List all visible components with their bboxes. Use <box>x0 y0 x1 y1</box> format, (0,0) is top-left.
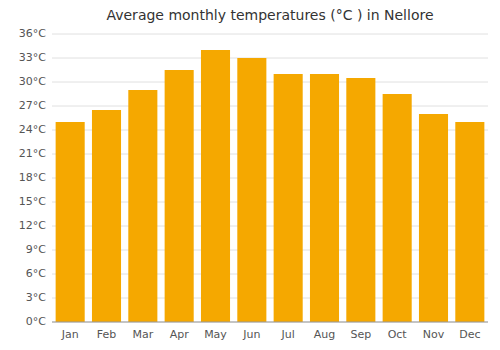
x-tick-label: May <box>204 328 227 341</box>
bar <box>56 122 85 322</box>
y-tick-label: 33°C <box>19 51 46 64</box>
x-tick-label: Sep <box>350 328 371 341</box>
bar <box>274 74 303 322</box>
y-tick-label: 30°C <box>19 75 46 88</box>
x-tick-label: Jan <box>61 328 79 341</box>
y-tick-label: 18°C <box>19 171 46 184</box>
y-tick-label: 9°C <box>26 243 46 256</box>
bar <box>383 94 412 322</box>
y-tick-label: 0°C <box>26 315 46 328</box>
bars <box>56 50 485 322</box>
bar <box>455 122 484 322</box>
x-tick-label: Jul <box>281 328 295 341</box>
y-tick-label: 24°C <box>19 123 46 136</box>
y-tick-label: 12°C <box>19 219 46 232</box>
bar <box>165 70 194 322</box>
bar <box>128 90 157 322</box>
y-tick-label: 6°C <box>26 267 46 280</box>
bar <box>237 58 266 322</box>
title: Average monthly temperatures (°C ) in Ne… <box>106 7 433 23</box>
bar <box>346 78 375 322</box>
grid-line <box>52 34 488 35</box>
x-tick-label: Oct <box>388 328 408 341</box>
x-tick-label: Nov <box>423 328 445 341</box>
x-tick-label: Feb <box>97 328 116 341</box>
x-tick-label: Dec <box>459 328 480 341</box>
grid <box>52 34 488 322</box>
grid-line <box>52 322 488 323</box>
x-tick-label: Apr <box>170 328 190 341</box>
y-tick-label: 15°C <box>19 195 46 208</box>
bar <box>419 114 448 322</box>
grid-line <box>52 58 488 59</box>
y-tick-label: 36°C <box>19 27 46 40</box>
y-tick-label: 3°C <box>26 291 46 304</box>
x-tick-label: Jun <box>242 328 260 341</box>
bar <box>201 50 230 322</box>
bar <box>92 110 121 322</box>
chart: Average monthly temperatures (°C ) in Ne… <box>0 0 500 350</box>
y-tick-label: 21°C <box>19 147 46 160</box>
y-tick-label: 27°C <box>19 99 46 112</box>
grid-line <box>52 82 488 83</box>
grid-line <box>52 106 488 107</box>
bar <box>310 74 339 322</box>
x-tick-label: Mar <box>132 328 153 341</box>
x-axis-line <box>52 322 488 323</box>
x-tick-label: Aug <box>314 328 335 341</box>
